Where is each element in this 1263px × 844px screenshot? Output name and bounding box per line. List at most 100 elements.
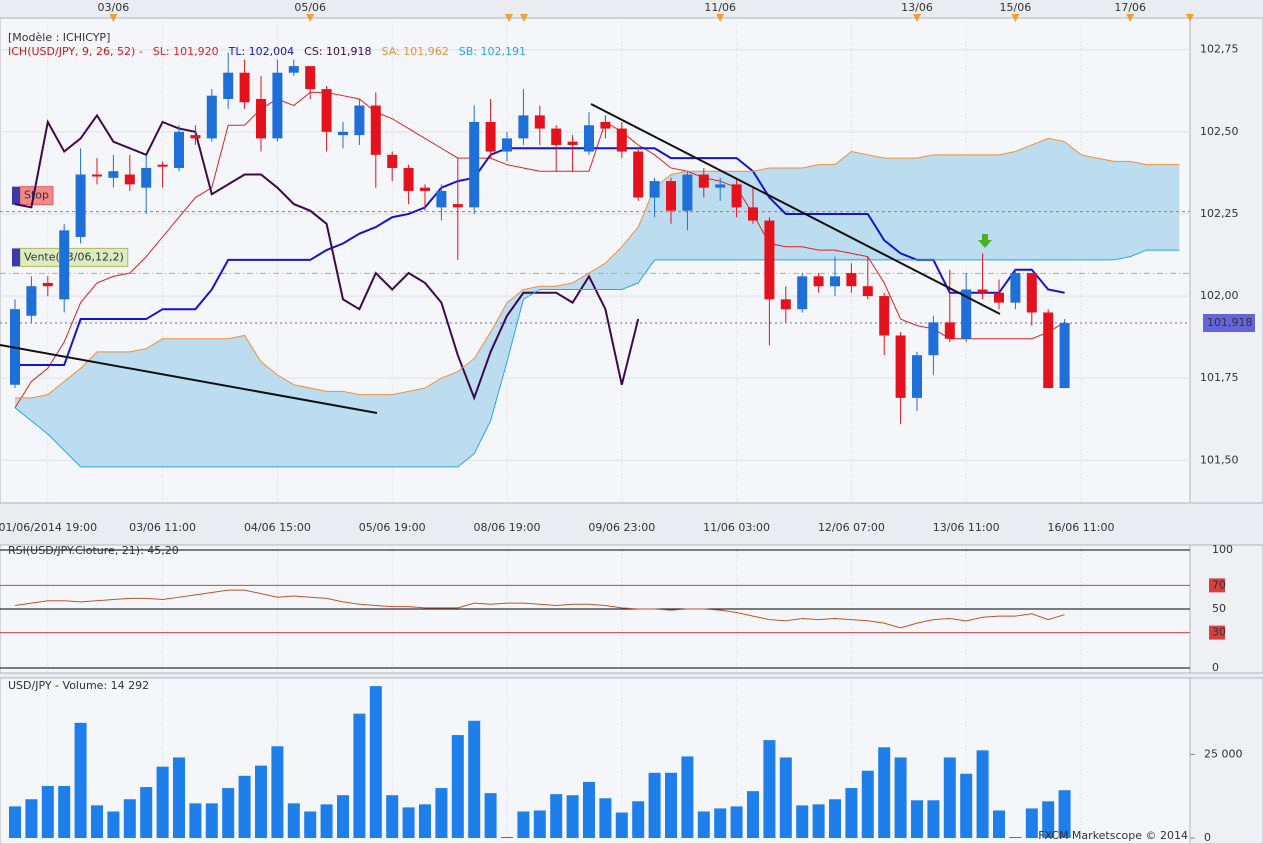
candle-body [1026, 273, 1037, 313]
y-tick-label: 101,50 [1200, 453, 1239, 466]
volume-bar [615, 812, 628, 838]
volume-bar [714, 808, 727, 838]
volume-bar [1058, 790, 1071, 838]
volume-bar [845, 788, 858, 838]
candle-body [600, 121, 611, 129]
candle-body [485, 121, 496, 152]
candle-body [206, 95, 217, 139]
event-marker [306, 14, 315, 22]
candle-body [895, 335, 906, 398]
level-label: Stop [24, 189, 49, 202]
volume-bar [287, 803, 300, 838]
candle-body [321, 89, 332, 132]
volume-bar [369, 686, 382, 838]
volume-bar [451, 735, 464, 838]
y-tick-label: 102,25 [1200, 207, 1239, 220]
indicator-legend: ICH(USD/JPY, 9, 26, 52) - SL: 101,920 TL: … [8, 45, 526, 58]
event-marker [1011, 14, 1020, 22]
volume-bar [829, 799, 841, 838]
candle-body [797, 276, 808, 310]
event-marker [1186, 14, 1194, 22]
volume-bar [9, 806, 21, 838]
event-marker [109, 14, 118, 22]
candle-body [666, 181, 676, 211]
volume-bar [599, 798, 612, 838]
candle-body [912, 355, 922, 398]
candle-body [256, 98, 266, 139]
volume-bar [517, 811, 530, 838]
top-date-label: 11/06 [704, 1, 736, 14]
volume-bar [730, 806, 743, 838]
candle-body [354, 105, 365, 136]
candle-body [59, 230, 70, 300]
candle-body [928, 322, 939, 356]
candle-body [502, 138, 512, 152]
candle-body [288, 66, 299, 73]
candle-body [190, 135, 201, 139]
candle-body [1043, 312, 1054, 389]
volume-bar [74, 722, 87, 838]
rsi-title: RSI(USD/JPY.Cloture, 21): 45,20 [8, 544, 179, 557]
rsi-line [14, 589, 1065, 629]
candle-body [387, 154, 398, 168]
volume-bar [205, 803, 218, 838]
candle-body [141, 167, 152, 188]
candle-body [584, 125, 594, 152]
tick-label-box [1209, 625, 1225, 640]
candle-body [616, 128, 627, 152]
indicator-line [15, 147, 1065, 367]
candle-body [436, 190, 447, 208]
candle-body [452, 204, 463, 208]
volume-bar [681, 756, 694, 838]
event-marker [716, 14, 725, 22]
candle-body [338, 131, 348, 136]
volume-bar [796, 805, 809, 838]
tick-label-box [1209, 578, 1225, 593]
volume-bar [632, 801, 645, 838]
candle-body [420, 187, 430, 191]
candle-body [846, 273, 857, 287]
indicator-line [14, 249, 1180, 468]
y-tick-label: 101,75 [1200, 371, 1239, 384]
arrow-shaft [982, 234, 988, 240]
last-price-label: 101,918 [1207, 316, 1253, 329]
legend-item: CS: 101,918 [304, 45, 371, 58]
volume-bar [763, 740, 776, 838]
candle-body [813, 276, 824, 287]
candle-body [764, 220, 775, 300]
volume-bar [304, 811, 317, 838]
candle-body [780, 299, 791, 310]
candle-body [124, 174, 135, 185]
candle-body [977, 289, 988, 293]
y-tick-label: 102,00 [1200, 289, 1239, 302]
event-marker [913, 14, 921, 22]
x-tick-label: 08/06 19:00 [474, 521, 541, 534]
candle-body [469, 121, 480, 208]
volume-bar [665, 772, 677, 838]
top-date-label: 17/06 [1114, 1, 1146, 14]
x-tick-label: 09/06 23:00 [588, 521, 655, 534]
event-marker [520, 14, 528, 22]
candle-body [633, 151, 644, 198]
volume-bar [911, 800, 923, 838]
price-axis-panel [1189, 17, 1263, 504]
volume-bar [435, 788, 448, 838]
volume-bar [484, 793, 497, 838]
y-tick-label: 30 [1212, 626, 1226, 639]
candle-body [1010, 273, 1021, 303]
candle-body [551, 128, 562, 145]
volume-bar [566, 795, 579, 838]
volume-bar [533, 810, 546, 838]
signal-arrow [978, 234, 992, 248]
x-tick-label: 01/06/2014 19:00 [0, 521, 97, 534]
legend-items: SL: 101,920 TL: 102,004 CS: 101,918 SA: 101… [153, 45, 526, 58]
volume-bar [107, 811, 120, 838]
indicator-line [15, 137, 1180, 399]
candle-body [370, 105, 381, 155]
volume-bar [353, 713, 366, 838]
x-tick-label: 05/06 19:00 [359, 521, 426, 534]
volume-bar [697, 811, 710, 838]
y-tick-label: 25 000 [1204, 747, 1243, 760]
volume-title: USD/JPY - Volume: 14 292 [8, 679, 149, 692]
